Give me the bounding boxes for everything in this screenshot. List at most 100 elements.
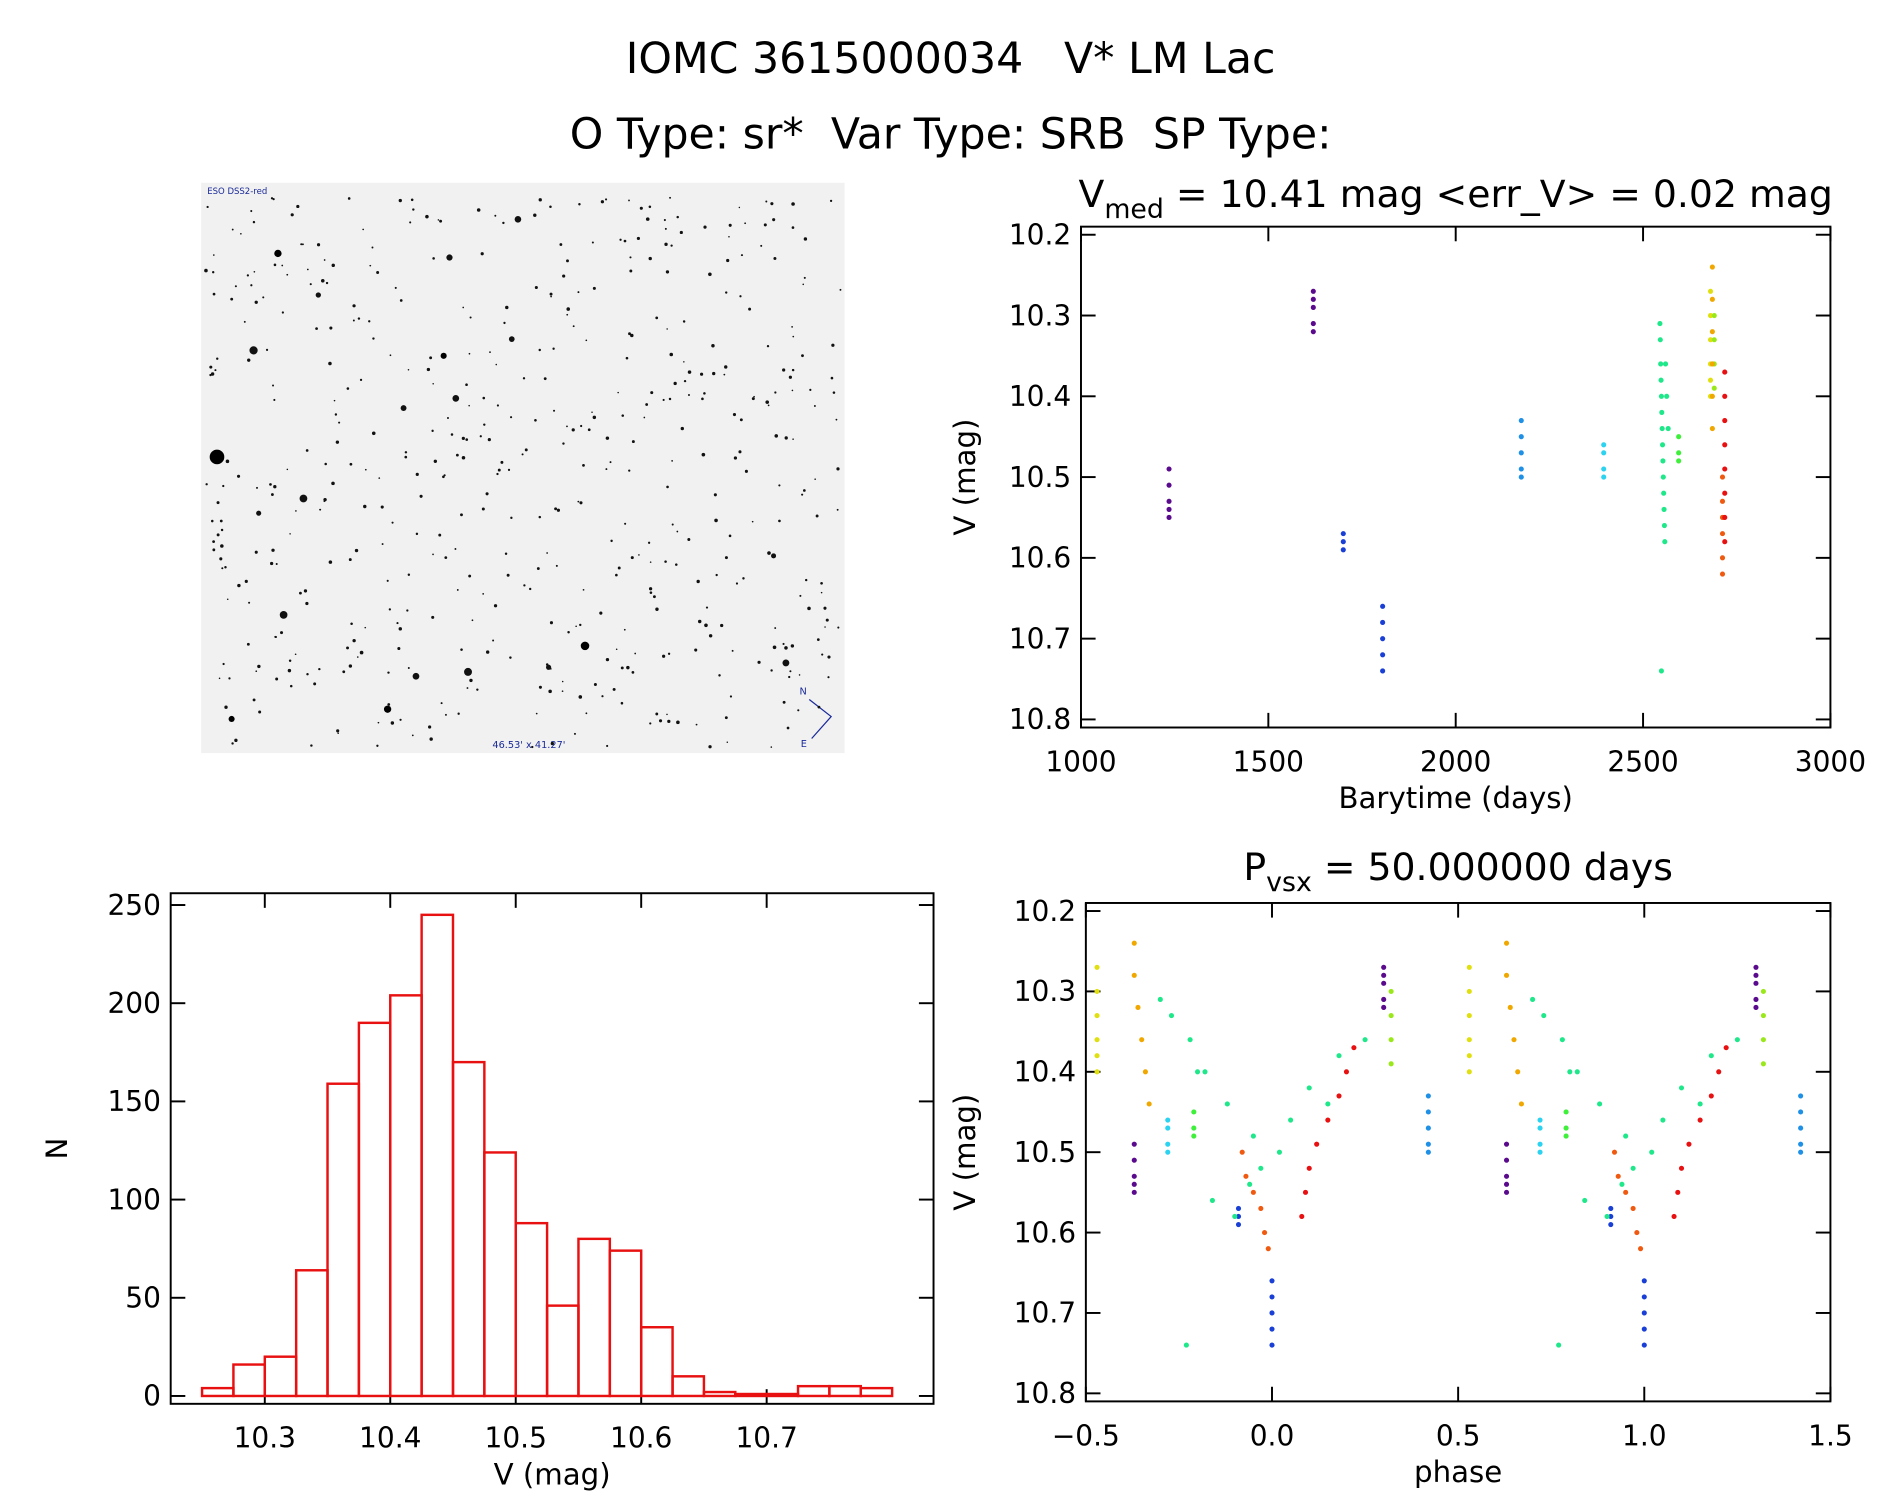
y-tick-label: 10.5 (1009, 461, 1071, 494)
data-point (1269, 1278, 1275, 1284)
data-point (1518, 474, 1524, 480)
star (253, 270, 256, 273)
star (571, 428, 575, 432)
star (452, 395, 460, 402)
star (514, 215, 522, 223)
data-point (1637, 1246, 1644, 1252)
data-point (1466, 1012, 1472, 1019)
star (649, 561, 652, 563)
star (634, 652, 637, 655)
data-point (1722, 466, 1728, 472)
y-tick-label: 10.7 (1014, 1297, 1076, 1330)
star (270, 197, 274, 200)
data-point (1425, 1125, 1431, 1131)
star (247, 358, 251, 362)
star (648, 256, 652, 261)
star (256, 510, 262, 516)
star (647, 541, 651, 544)
histogram-bar (357, 1021, 392, 1398)
star (782, 642, 785, 646)
star (347, 197, 351, 200)
plot-frame (1080, 225, 1832, 729)
star (431, 429, 434, 432)
star (724, 365, 728, 369)
star (784, 646, 788, 650)
star (286, 273, 289, 276)
data-point (1686, 1141, 1692, 1147)
title-sub: med (1104, 194, 1164, 225)
image-survey: ESO DSS2-red (207, 187, 267, 197)
star (836, 508, 839, 511)
star (328, 560, 333, 564)
star (791, 325, 793, 328)
star (236, 474, 241, 478)
star (704, 623, 708, 628)
data-point (1722, 417, 1728, 424)
data-point (1131, 1173, 1137, 1179)
data-point (1310, 296, 1316, 302)
star (357, 317, 361, 320)
data-point (1518, 434, 1524, 440)
star (726, 258, 730, 263)
star (496, 472, 499, 476)
y-tick-label: 200 (107, 987, 160, 1020)
star (320, 279, 325, 283)
star (655, 316, 659, 320)
star (534, 285, 538, 290)
data-point (1597, 1101, 1603, 1107)
star (643, 416, 646, 419)
data-point (1641, 1342, 1647, 1348)
data-point (1235, 1213, 1242, 1220)
star (799, 594, 802, 597)
star (559, 243, 563, 246)
star (770, 746, 773, 748)
data-point (1723, 1045, 1729, 1051)
star (658, 719, 663, 723)
histogram-bar (483, 1151, 517, 1398)
star (494, 214, 497, 217)
star (415, 472, 419, 476)
star (299, 494, 308, 503)
y-tick-label: 10.2 (1009, 218, 1071, 251)
x-axis-label: V (mag) (494, 1457, 611, 1491)
star (481, 507, 485, 511)
star (338, 421, 341, 424)
star (791, 368, 795, 372)
data-point (1381, 980, 1387, 986)
data-point (1503, 940, 1510, 946)
star (396, 622, 399, 625)
star (270, 561, 274, 566)
star (592, 415, 597, 420)
data-point (1709, 264, 1715, 270)
data-point (1707, 288, 1714, 294)
star (671, 459, 673, 462)
star (791, 202, 795, 206)
star (468, 404, 470, 407)
star (573, 732, 576, 735)
star (587, 428, 591, 432)
data-point (1711, 385, 1717, 391)
data-point (1722, 514, 1728, 521)
data-point (1191, 1109, 1197, 1115)
star (751, 520, 754, 523)
star (415, 532, 419, 536)
bright-star (383, 705, 392, 713)
star (772, 645, 777, 650)
image-background (201, 182, 845, 754)
y-tick-label: 10.6 (1009, 542, 1071, 575)
star (545, 664, 552, 670)
data-point (1381, 996, 1387, 1003)
star (782, 368, 786, 372)
star (773, 256, 777, 260)
star (273, 398, 276, 401)
star (329, 326, 333, 330)
data-point (1314, 1141, 1320, 1147)
star (591, 241, 594, 244)
star (630, 333, 634, 338)
star (748, 307, 752, 311)
star (820, 591, 823, 594)
star (252, 698, 256, 702)
x-tick-label: 2500 (1607, 745, 1678, 778)
y-tick-label: 10.4 (1009, 380, 1071, 413)
star (219, 557, 223, 561)
